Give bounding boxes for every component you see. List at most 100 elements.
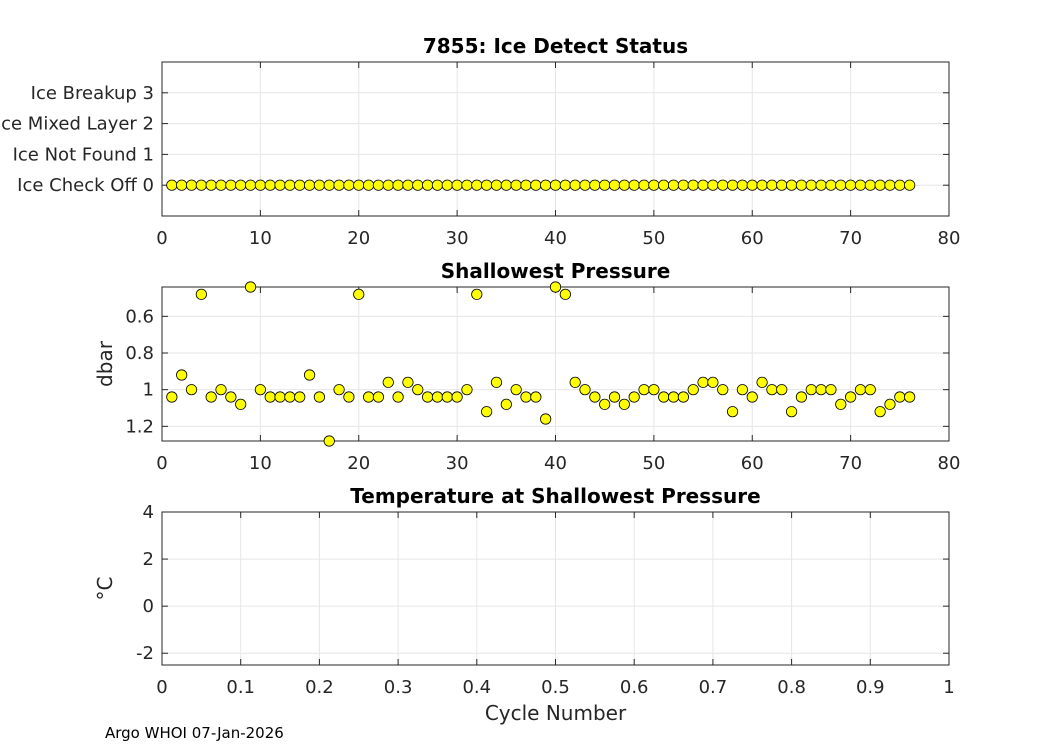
- data-point: [638, 179, 650, 191]
- data-point: [176, 369, 188, 381]
- data-point: [205, 391, 217, 403]
- x-tick-label: 70: [839, 228, 862, 249]
- data-point: [451, 179, 463, 191]
- data-point: [845, 179, 857, 191]
- data-point: [648, 384, 660, 396]
- data-point: [736, 179, 749, 191]
- data-point: [372, 179, 385, 191]
- data-point: [756, 179, 768, 191]
- chart-title: Shallowest Pressure: [441, 259, 671, 283]
- data-point: [303, 179, 316, 191]
- y-tick-label: Ice Not Found 1: [13, 144, 154, 165]
- data-point: [569, 179, 581, 191]
- data-point: [500, 398, 512, 410]
- footer-text: Argo WHOI 07-Jan-2026: [105, 724, 284, 742]
- data-point: [540, 179, 552, 191]
- y-tick-label: 1: [143, 380, 154, 401]
- data-point: [579, 179, 591, 191]
- data-point: [756, 376, 768, 388]
- data-point: [559, 179, 571, 191]
- data-point: [402, 376, 414, 388]
- x-tick-label: 30: [446, 453, 469, 474]
- x-tick-label: 20: [347, 453, 370, 474]
- x-tick-label: 70: [839, 453, 862, 474]
- chart-3: 0 0.1 0.2 0.3 0.4 0.5 0.6 0.7 0.8 0.9 1-2024Temper…: [93, 484, 955, 725]
- x-tick-label: 10: [249, 453, 272, 474]
- x-tick-label: 20: [347, 228, 370, 249]
- data-point: [845, 391, 857, 403]
- data-point: [431, 179, 444, 191]
- data-point: [392, 179, 404, 191]
- data-point: [185, 179, 198, 191]
- x-tick-label: 0.2: [305, 677, 334, 698]
- data-point: [274, 391, 286, 403]
- data-point: [746, 179, 758, 191]
- x-tick-label: 1: [943, 677, 954, 698]
- data-point: [362, 179, 375, 191]
- data-point: [599, 179, 611, 191]
- data-point: [874, 406, 886, 418]
- data-point: [422, 391, 434, 403]
- data-point: [717, 384, 729, 396]
- data-point: [805, 179, 817, 191]
- data-point: [667, 179, 680, 191]
- data-point: [825, 179, 837, 191]
- data-point: [225, 179, 237, 191]
- y-axis-label: °C: [93, 577, 117, 601]
- data-point: [490, 179, 503, 191]
- data-point: [392, 391, 404, 403]
- y-tick-label: Ice Check Off 0: [17, 175, 154, 196]
- x-tick-label: 0.7: [699, 677, 728, 698]
- data-point: [205, 179, 217, 191]
- data-point: [431, 391, 444, 403]
- x-tick-label: 30: [446, 228, 469, 249]
- data-point: [264, 391, 276, 403]
- data-point: [579, 384, 591, 396]
- x-tick-label: 40: [544, 453, 567, 474]
- data-point: [195, 179, 207, 191]
- data-point: [697, 179, 709, 191]
- data-point: [815, 179, 827, 191]
- x-tick-label: 0.1: [226, 677, 255, 698]
- data-point: [854, 179, 867, 191]
- x-tick-label: 0.9: [856, 677, 885, 698]
- data-point: [353, 288, 365, 300]
- x-tick-label: 10: [249, 228, 272, 249]
- data-point: [559, 288, 571, 300]
- data-point: [461, 384, 473, 396]
- y-tick-label: Ice Breakup 3: [31, 83, 154, 104]
- data-point: [658, 391, 670, 403]
- data-point: [215, 179, 227, 191]
- data-point: [726, 179, 739, 191]
- y-tick-label: -2: [136, 643, 154, 664]
- data-point: [667, 391, 680, 403]
- data-point: [864, 384, 876, 396]
- data-point: [500, 179, 512, 191]
- x-tick-label: 0: [156, 677, 167, 698]
- data-point: [618, 398, 630, 410]
- data-point: [854, 384, 867, 396]
- y-axis-label: dbar: [93, 340, 117, 387]
- chart-title: 7855: Ice Detect Status: [423, 34, 688, 58]
- x-tick-label: 60: [741, 228, 764, 249]
- y-tick-label: 4: [143, 502, 154, 523]
- x-tick-label: 60: [741, 453, 764, 474]
- data-point: [589, 179, 601, 191]
- data-point: [894, 179, 906, 191]
- data-point: [402, 179, 414, 191]
- data-point: [343, 391, 355, 403]
- data-point: [785, 179, 798, 191]
- data-point: [835, 179, 847, 191]
- data-point: [244, 179, 257, 191]
- data-point: [766, 384, 778, 396]
- data-point: [254, 179, 266, 191]
- data-point: [166, 391, 178, 403]
- data-point: [677, 391, 689, 403]
- data-point: [353, 179, 365, 191]
- data-point: [904, 179, 916, 191]
- data-point: [225, 391, 237, 403]
- data-point: [323, 179, 335, 191]
- data-point: [313, 391, 325, 403]
- data-point: [589, 391, 601, 403]
